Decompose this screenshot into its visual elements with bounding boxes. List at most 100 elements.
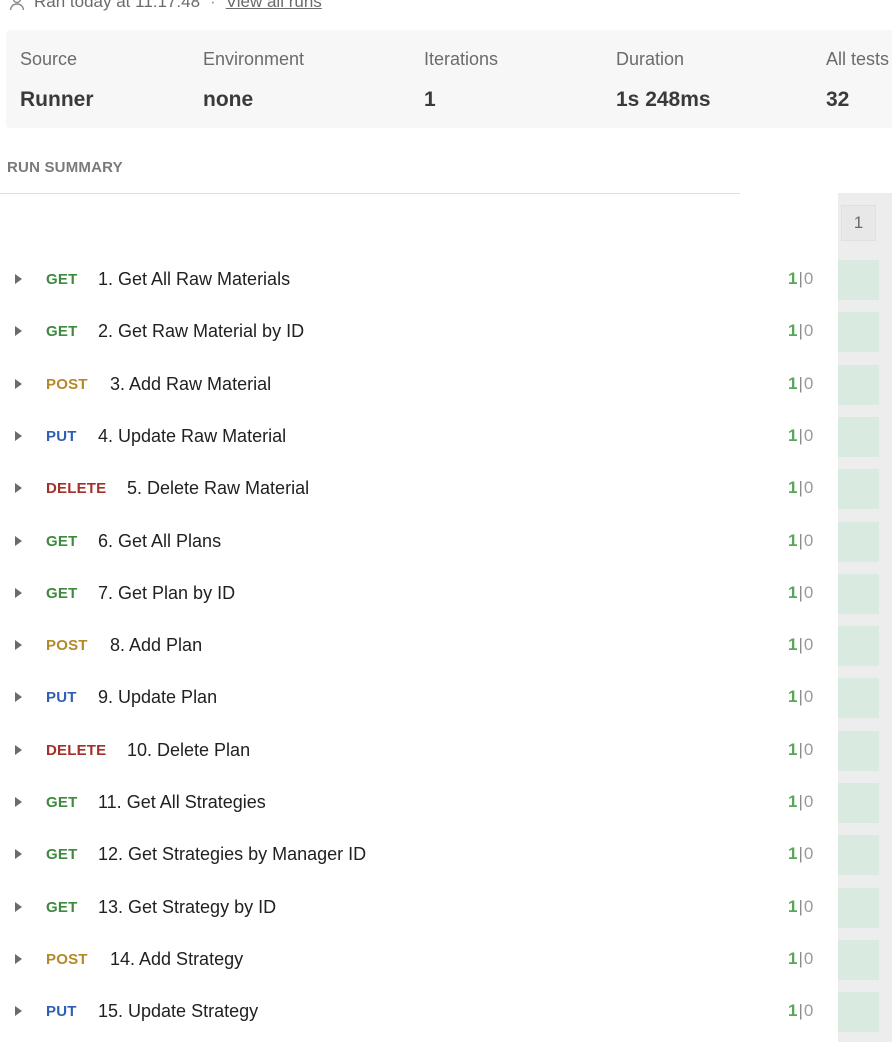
iteration-header[interactable]: 1 [841,205,876,241]
expand-caret-icon[interactable] [15,483,22,493]
passed-count: 1 [788,374,798,393]
expand-caret-icon[interactable] [15,745,22,755]
request-row[interactable]: GET 2. Get Raw Material by ID 1|0 [0,312,838,352]
http-method-badge: GET [46,533,78,550]
count-separator: | [798,269,803,288]
expand-caret-icon[interactable] [15,902,22,912]
request-row[interactable]: GET 1. Get All Raw Materials 1|0 [0,260,838,300]
passed-count: 1 [788,583,798,602]
expand-caret-icon[interactable] [15,849,22,859]
test-counts: 1|0 [788,740,813,760]
request-name: 10. Delete Plan [127,740,251,760]
iteration-result-cell[interactable] [838,417,879,457]
expand-caret-icon[interactable] [15,797,22,807]
iteration-result-cell[interactable] [838,835,879,875]
stat-label: All tests [826,49,890,69]
ran-time-text: Ran today at 11:17:48 [34,0,201,11]
separator: · [210,0,216,11]
http-method-badge: GET [46,271,78,288]
iteration-result-cell[interactable] [838,940,879,980]
passed-count: 1 [788,897,798,916]
iteration-result-cell[interactable] [838,678,879,718]
request-row[interactable]: PUT 9. Update Plan 1|0 [0,678,838,718]
person-icon [8,0,26,11]
test-counts: 1|0 [788,949,813,969]
failed-count: 0 [803,897,814,916]
failed-count: 0 [803,844,814,863]
expand-caret-icon[interactable] [15,326,22,336]
request-name: 14. Add Strategy [110,949,244,969]
http-method-badge: DELETE [46,742,107,759]
test-counts: 1|0 [788,374,813,394]
stat-value: Runner [20,88,94,111]
request-row[interactable]: GET 7. Get Plan by ID 1|0 [0,574,838,614]
iteration-result-cell[interactable] [838,312,879,352]
iteration-result-cell[interactable] [838,783,879,823]
test-counts: 1|0 [788,269,813,289]
request-row[interactable]: POST 8. Add Plan 1|0 [0,626,838,666]
http-method-badge: GET [46,323,78,340]
iteration-result-cell[interactable] [838,626,879,666]
failed-count: 0 [803,740,814,759]
expand-caret-icon[interactable] [15,274,22,284]
count-separator: | [798,740,803,759]
request-row[interactable]: GET 11. Get All Strategies 1|0 [0,783,838,823]
stat-label: Source [20,49,78,69]
test-counts: 1|0 [788,478,813,498]
test-counts: 1|0 [788,531,813,551]
stat-value: none [203,88,254,111]
test-counts: 1|0 [788,792,813,812]
view-all-runs-link[interactable]: View all runs [225,0,322,11]
http-method-badge: PUT [46,428,77,445]
test-counts: 1|0 [788,687,813,707]
request-row[interactable]: GET 6. Get All Plans 1|0 [0,522,838,562]
http-method-badge: GET [46,794,78,811]
iteration-result-cell[interactable] [838,260,879,300]
expand-caret-icon[interactable] [15,1006,22,1016]
iteration-result-cell[interactable] [838,469,879,509]
passed-count: 1 [788,478,798,497]
expand-caret-icon[interactable] [15,640,22,650]
http-method-badge: PUT [46,1003,77,1020]
iteration-result-cell[interactable] [838,574,879,614]
request-row[interactable]: GET 12. Get Strategies by Manager ID 1|0 [0,835,838,875]
count-separator: | [798,897,803,916]
request-row[interactable]: PUT 4. Update Raw Material 1|0 [0,417,838,457]
iteration-result-cell[interactable] [838,731,879,771]
failed-count: 0 [803,583,814,602]
expand-caret-icon[interactable] [15,588,22,598]
count-separator: | [798,687,803,706]
stat-value: 32 [826,88,850,111]
passed-count: 1 [788,687,798,706]
request-row[interactable]: GET 13. Get Strategy by ID 1|0 [0,888,838,928]
iteration-result-cell[interactable] [838,992,879,1032]
expand-caret-icon[interactable] [15,536,22,546]
failed-count: 0 [803,949,814,968]
request-name: 15. Update Strategy [98,1001,259,1021]
http-method-badge: POST [46,376,88,393]
request-row[interactable]: POST 14. Add Strategy 1|0 [0,940,838,980]
request-row[interactable]: PUT 15. Update Strategy 1|0 [0,992,838,1032]
passed-count: 1 [788,531,798,550]
passed-count: 1 [788,426,798,445]
request-row[interactable]: DELETE 10. Delete Plan 1|0 [0,731,838,771]
request-name: 7. Get Plan by ID [98,583,236,603]
iteration-result-cell[interactable] [838,888,879,928]
expand-caret-icon[interactable] [15,431,22,441]
expand-caret-icon[interactable] [15,379,22,389]
request-name: 2. Get Raw Material by ID [98,321,305,341]
test-counts: 1|0 [788,635,813,655]
request-row[interactable]: POST 3. Add Raw Material 1|0 [0,365,838,405]
count-separator: | [798,478,803,497]
expand-caret-icon[interactable] [15,954,22,964]
passed-count: 1 [788,792,798,811]
iteration-result-cell[interactable] [838,522,879,562]
expand-caret-icon[interactable] [15,692,22,702]
iteration-result-cell[interactable] [838,365,879,405]
passed-count: 1 [788,269,798,288]
count-separator: | [798,531,803,550]
request-name: 3. Add Raw Material [110,374,272,394]
count-separator: | [798,949,803,968]
request-row[interactable]: DELETE 5. Delete Raw Material 1|0 [0,469,838,509]
count-separator: | [798,792,803,811]
